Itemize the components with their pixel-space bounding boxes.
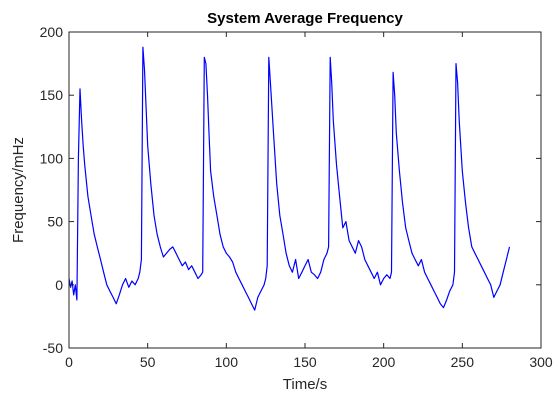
x-tick-label: 0 — [65, 354, 73, 370]
series-layer — [68, 46, 511, 311]
x-tick-label: 100 — [215, 354, 239, 370]
x-tick-label: 200 — [372, 354, 396, 370]
y-tick-label: 200 — [40, 24, 64, 40]
y-tick-label: 0 — [55, 277, 63, 293]
x-axis: 0 50 100 150 200 250 300 — [65, 32, 553, 370]
x-tick-label: 300 — [529, 354, 553, 370]
y-tick-label: -50 — [43, 340, 63, 356]
x-tick-label: 50 — [140, 354, 156, 370]
y-axis: -50 0 50 100 150 200 — [40, 24, 541, 356]
x-tick-label: 250 — [451, 354, 475, 370]
x-tick-label: 150 — [293, 354, 317, 370]
y-tick-label: 150 — [40, 87, 64, 103]
plot-frame — [68, 31, 542, 349]
y-tick-label: 50 — [47, 214, 63, 230]
series-line — [68, 46, 511, 311]
x-axis-label: Time/s — [283, 376, 327, 393]
y-tick-label: 100 — [40, 150, 64, 166]
y-axis-label: Frequency/mHz — [10, 137, 27, 243]
chart-title: System Average Frequency — [207, 10, 403, 27]
